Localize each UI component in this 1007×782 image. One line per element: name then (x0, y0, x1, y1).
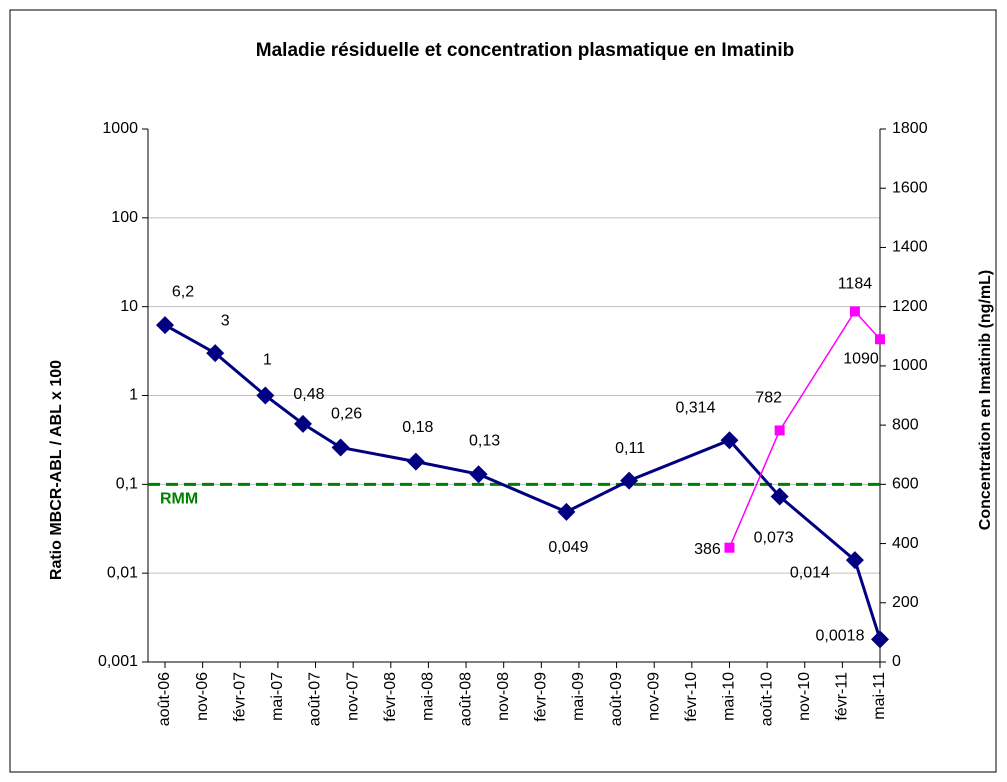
x-tick-label: févr-10 (683, 672, 700, 722)
y2-tick-label: 1200 (892, 298, 928, 315)
data-point (256, 386, 275, 405)
y2-tick-label: 0 (892, 653, 901, 670)
data-point (620, 471, 639, 490)
y-tick-label: 0,001 (98, 653, 138, 670)
x-tick-label: août-09 (608, 672, 625, 726)
x-tick-label: mai-07 (269, 672, 286, 721)
data-label: 0,13 (469, 432, 500, 449)
x-tick-label: nov-10 (796, 672, 813, 721)
chart-title: Maladie résiduelle et concentration plas… (256, 40, 794, 61)
x-tick-label: mai-08 (420, 672, 437, 721)
x-tick-label: mai-10 (721, 672, 738, 721)
x-tick-label: févr-09 (533, 672, 550, 722)
data-label: 0,11 (615, 440, 645, 457)
data-point (331, 438, 350, 457)
data-label: 0,0018 (816, 628, 865, 645)
data-point (557, 502, 576, 521)
data-point (875, 334, 885, 345)
y-tick-label: 0,1 (116, 476, 138, 493)
data-label: 0,48 (293, 386, 324, 403)
data-point (871, 630, 889, 649)
data-label: 0,073 (754, 530, 794, 547)
data-label: 386 (694, 541, 721, 558)
x-tick-label: févr-11 (834, 672, 851, 721)
chart-frame (9, 9, 997, 773)
y2-tick-label: 200 (892, 594, 919, 611)
y-tick-label: 10 (120, 298, 138, 315)
data-label: 782 (755, 390, 782, 407)
reference-label: RMM (160, 491, 198, 508)
data-point (156, 316, 174, 335)
data-point (774, 425, 785, 436)
x-tick-label: nov-07 (344, 672, 361, 721)
data-label: 3 (221, 312, 230, 329)
y2-tick-label: 1400 (892, 239, 928, 256)
x-tick-label: nov-08 (495, 672, 512, 721)
data-label: 0,26 (331, 406, 362, 423)
data-label: 1090 (843, 350, 879, 367)
y-tick-label: 100 (111, 209, 138, 226)
data-point (724, 542, 735, 553)
data-label: 1184 (838, 276, 873, 293)
y2-tick-label: 800 (892, 416, 919, 433)
series-line (728, 310, 881, 548)
x-tick-label: févr-07 (231, 672, 248, 722)
data-label: 0,014 (790, 564, 830, 581)
x-tick-label: août-06 (156, 672, 173, 726)
y-axis-title: Ratio MBCR-ABL / ABL x 100 (48, 360, 65, 580)
y2-tick-label: 400 (892, 535, 919, 552)
data-label: 0,049 (548, 539, 588, 556)
x-tick-label: août-07 (307, 672, 324, 726)
y2-axis-title: Concentration en Imatinib (ng/mL) (977, 270, 994, 530)
data-point (406, 452, 425, 471)
y-tick-label: 1000 (102, 120, 138, 137)
y-tick-label: 1 (129, 387, 138, 404)
y2-tick-label: 1000 (892, 357, 928, 374)
y2-tick-label: 1600 (892, 179, 928, 196)
data-point (206, 344, 225, 363)
data-point (845, 551, 864, 570)
x-tick-label: août-10 (758, 672, 775, 726)
data-label: 1 (263, 352, 272, 369)
data-point (720, 431, 739, 450)
data-label: 6,2 (172, 283, 194, 300)
data-point (469, 465, 488, 484)
x-tick-label: mai-11 (871, 672, 888, 720)
x-tick-label: août-08 (457, 672, 474, 726)
y2-tick-label: 1800 (892, 120, 928, 137)
data-label: 0,314 (675, 399, 715, 416)
y-tick-label: 0,01 (107, 564, 138, 581)
x-tick-label: nov-06 (194, 672, 211, 721)
x-tick-label: févr-08 (382, 672, 399, 722)
y2-tick-label: 600 (892, 476, 919, 493)
x-tick-label: nov-09 (645, 672, 662, 721)
data-point (293, 414, 312, 433)
data-label: 0,18 (402, 419, 433, 436)
data-point (849, 306, 860, 317)
data-point (770, 487, 789, 506)
x-tick-label: mai-09 (570, 672, 587, 721)
